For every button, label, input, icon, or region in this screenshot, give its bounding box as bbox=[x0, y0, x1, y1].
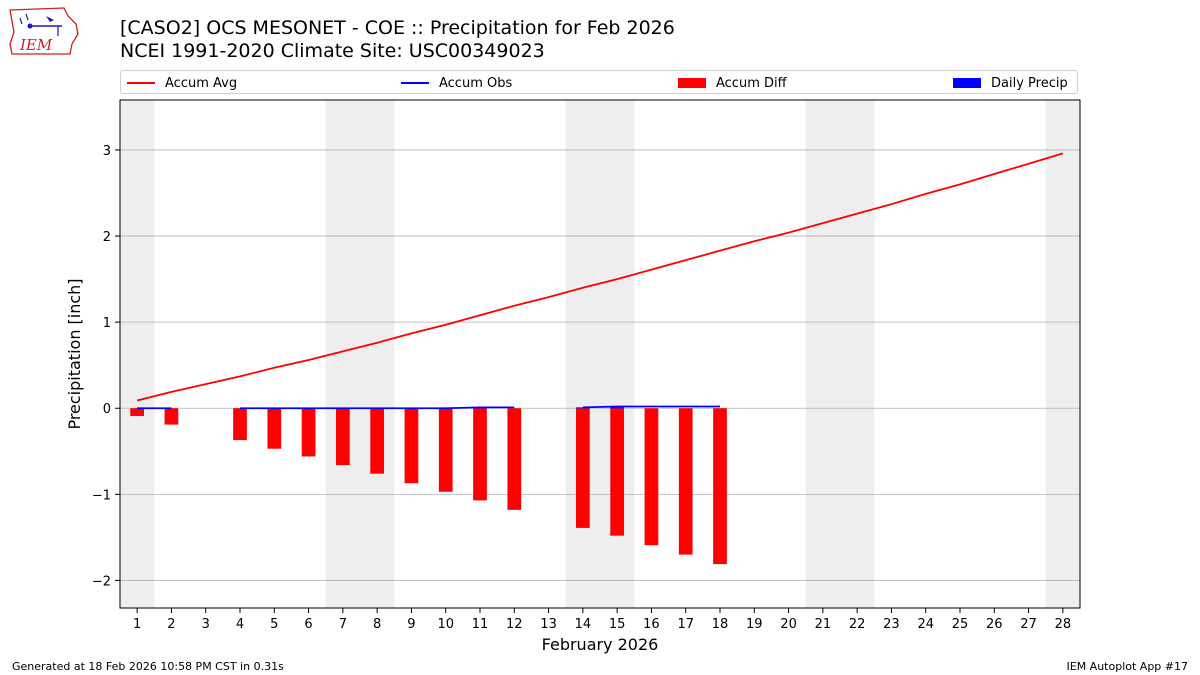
accum-diff-bar-6 bbox=[301, 408, 316, 457]
y-tick-label-4: 2 bbox=[103, 230, 111, 245]
x-tick-label-13: 13 bbox=[540, 617, 557, 632]
x-tick-label-26: 26 bbox=[986, 617, 1003, 632]
accum-diff-bar-5 bbox=[267, 408, 282, 449]
y-tick-label-2: 0 bbox=[103, 402, 111, 417]
daily-precip-bar-15 bbox=[610, 407, 624, 409]
x-tick-label-4: 4 bbox=[236, 617, 244, 632]
iem-logo: IEM bbox=[9, 7, 79, 55]
x-tick-label-28: 28 bbox=[1055, 617, 1072, 632]
accum-diff-bar-4 bbox=[233, 408, 247, 441]
x-tick-label-7: 7 bbox=[339, 617, 347, 632]
app-label: IEM Autoplot App #17 bbox=[1066, 660, 1189, 673]
accum-avg-line bbox=[136, 152, 1064, 402]
legend-label-accum-diff: Accum Diff bbox=[716, 75, 787, 91]
generated-timestamp: Generated at 18 Feb 2026 10:58 PM CST in… bbox=[12, 660, 284, 673]
x-axis-ticks: 1 2 3 4 5 6 7 8 9 10 11 12 13 14 15 16 17 18 19 20 21 22 23 24 2… bbox=[133, 608, 1071, 632]
legend-item-accum-obs: Accum Obs bbox=[401, 74, 512, 92]
daily-precip-bar-14 bbox=[576, 407, 590, 409]
accum-diff-bar-15 bbox=[610, 408, 624, 536]
accum-diff-bar-7 bbox=[336, 408, 350, 466]
x-tick-label-24: 24 bbox=[917, 617, 934, 632]
weekend-bands bbox=[120, 100, 1080, 608]
legend-swatch-accum-obs bbox=[401, 82, 429, 84]
x-tick-label-2: 2 bbox=[167, 617, 175, 632]
chart-title: [CASO2] OCS MESONET - COE :: Precipitati… bbox=[120, 17, 675, 39]
accum-diff-bar-9 bbox=[404, 408, 419, 484]
accum-diff-bar-14 bbox=[576, 408, 590, 528]
x-tick-label-6: 6 bbox=[304, 617, 312, 632]
weekend-band-4 bbox=[1045, 100, 1080, 608]
chart-legend: Accum Avg Accum Obs Accum Diff Daily Pre… bbox=[120, 70, 1078, 94]
accum-diff-bar-12 bbox=[507, 408, 522, 510]
accum-diff-bar-10 bbox=[438, 408, 453, 492]
legend-item-accum-diff: Accum Diff bbox=[678, 74, 787, 92]
weekend-band-0 bbox=[120, 100, 155, 608]
x-tick-label-12: 12 bbox=[506, 617, 523, 632]
legend-swatch-accum-avg bbox=[127, 82, 155, 84]
legend-swatch-accum-diff bbox=[678, 78, 706, 88]
plot-frame bbox=[119, 99, 1081, 609]
x-tick-label-5: 5 bbox=[270, 617, 278, 632]
x-axis-label: February 2026 bbox=[542, 635, 659, 654]
chart-subtitle: NCEI 1991-2020 Climate Site: USC00349023 bbox=[120, 40, 545, 62]
x-tick-label-19: 19 bbox=[746, 617, 763, 632]
series-lines bbox=[136, 152, 1064, 410]
x-tick-label-20: 20 bbox=[780, 617, 797, 632]
x-tick-label-9: 9 bbox=[407, 617, 415, 632]
accum-diff-bar-8 bbox=[370, 408, 384, 474]
x-tick-label-17: 17 bbox=[677, 617, 694, 632]
x-tick-label-21: 21 bbox=[815, 617, 832, 632]
accum-obs-line-1 bbox=[240, 406, 515, 410]
weekend-band-1 bbox=[325, 100, 395, 608]
y-tick-label-1: −1 bbox=[92, 488, 111, 503]
x-tick-label-16: 16 bbox=[643, 617, 660, 632]
legend-label-daily-precip: Daily Precip bbox=[991, 75, 1068, 91]
accum-diff-bar-1 bbox=[130, 408, 144, 416]
x-tick-label-18: 18 bbox=[712, 617, 729, 632]
x-tick-label-22: 22 bbox=[849, 617, 866, 632]
x-tick-label-11: 11 bbox=[472, 617, 489, 632]
accum-diff-bars bbox=[130, 408, 727, 565]
y-axis-label: Precipitation [inch] bbox=[65, 278, 84, 429]
x-tick-label-23: 23 bbox=[883, 617, 900, 632]
legend-item-accum-avg: Accum Avg bbox=[127, 74, 237, 92]
x-tick-label-27: 27 bbox=[1020, 617, 1037, 632]
x-tick-label-10: 10 bbox=[437, 617, 454, 632]
accum-obs-line-2 bbox=[582, 405, 720, 409]
y-axis-ticks: −2 −1 0 1 2 3 bbox=[92, 144, 120, 589]
x-tick-label-8: 8 bbox=[373, 617, 381, 632]
x-tick-label-1: 1 bbox=[133, 617, 141, 632]
accum-diff-bar-16 bbox=[644, 408, 659, 546]
legend-label-accum-avg: Accum Avg bbox=[165, 75, 238, 91]
x-tick-label-14: 14 bbox=[575, 617, 592, 632]
accum-diff-bar-11 bbox=[473, 408, 487, 501]
legend-swatch-daily-precip bbox=[953, 78, 981, 88]
legend-item-daily-precip: Daily Precip bbox=[953, 74, 1068, 92]
x-tick-label-3: 3 bbox=[202, 617, 210, 632]
accum-diff-bar-18 bbox=[713, 408, 727, 565]
x-tick-label-15: 15 bbox=[609, 617, 626, 632]
y-tick-label-0: −2 bbox=[92, 574, 111, 589]
accum-diff-bar-2 bbox=[164, 408, 179, 425]
logo-text: IEM bbox=[19, 36, 53, 54]
legend-label-accum-obs: Accum Obs bbox=[439, 75, 513, 91]
weekend-band-3 bbox=[805, 100, 875, 608]
x-tick-label-25: 25 bbox=[952, 617, 969, 632]
y-tick-label-5: 3 bbox=[103, 144, 111, 159]
y-tick-label-3: 1 bbox=[103, 316, 111, 331]
accum-diff-bar-17 bbox=[678, 408, 693, 555]
